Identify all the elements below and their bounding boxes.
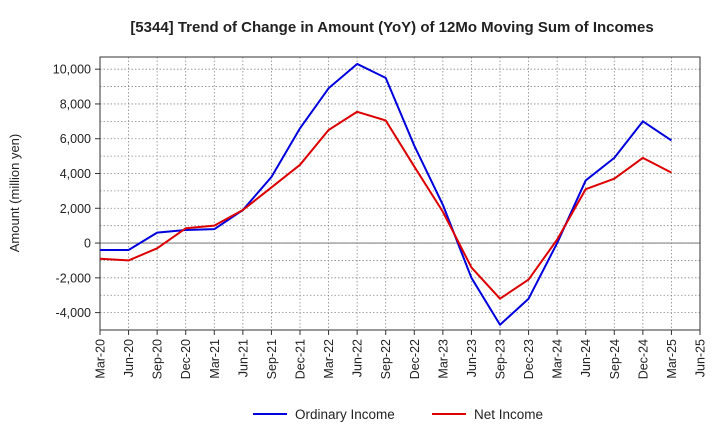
- plot-area-frame: [99, 56, 701, 331]
- x-tick-label: Mar-20: [94, 339, 108, 379]
- x-tick-label: Sep-21: [265, 339, 279, 379]
- x-tick-label: Mar-22: [322, 339, 336, 379]
- x-tick-label: Jun-24: [579, 339, 593, 377]
- x-tick-label: Dec-22: [408, 339, 422, 379]
- series-line-net-income: [99, 110, 672, 300]
- y-tick-label: -2,000: [56, 271, 91, 285]
- legend: Ordinary Income Net Income: [253, 407, 543, 422]
- x-tick-label: Jun-21: [236, 339, 250, 377]
- x-tick-label: Mar-24: [551, 339, 565, 379]
- chart-title: [5344] Trend of Change in Amount (YoY) o…: [130, 19, 653, 36]
- y-tick-label: 8,000: [60, 97, 91, 111]
- legend-label-net-income: Net Income: [474, 407, 543, 422]
- x-tick-label: Dec-20: [179, 339, 193, 379]
- y-tick-label: 4,000: [60, 167, 91, 181]
- x-tick-label: Mar-23: [436, 339, 450, 379]
- x-tick-label: Sep-24: [608, 339, 622, 379]
- y-axis-ticks: -4,000 -2,000 0 2,000 4,000 6,000 8,000 10,000: [53, 63, 100, 320]
- y-axis-label: Amount (million yen): [7, 134, 22, 253]
- gridlines: [99, 57, 701, 331]
- x-tick-label: Sep-20: [151, 339, 165, 379]
- y-tick-label: 2,000: [60, 202, 91, 216]
- x-tick-label: Jun-20: [122, 339, 136, 377]
- x-axis-ticks: Mar-20 Jun-20 Sep-20 Dec-20 Mar-21 Jun-21 Sep-…: [94, 330, 708, 379]
- x-tick-label: Mar-21: [208, 339, 222, 379]
- x-tick-label: Dec-23: [522, 339, 536, 379]
- x-tick-label: Dec-24: [636, 339, 650, 379]
- x-tick-label: Jun-22: [351, 339, 365, 377]
- x-tick-label: Sep-22: [379, 339, 393, 379]
- series-lines: [99, 62, 672, 326]
- y-tick-label: 10,000: [53, 63, 91, 77]
- x-tick-label: Dec-21: [294, 339, 308, 379]
- y-tick-label: -4,000: [56, 306, 91, 320]
- y-tick-label: 0: [84, 237, 91, 251]
- legend-label-ordinary-income: Ordinary Income: [295, 407, 395, 422]
- x-tick-label: Mar-25: [665, 339, 679, 379]
- y-tick-label: 6,000: [60, 132, 91, 146]
- x-tick-label: Jun-23: [465, 339, 479, 377]
- series-line-ordinary-income: [100, 62, 672, 326]
- x-tick-label: Jun-25: [694, 339, 708, 377]
- x-tick-label: Sep-23: [494, 339, 508, 379]
